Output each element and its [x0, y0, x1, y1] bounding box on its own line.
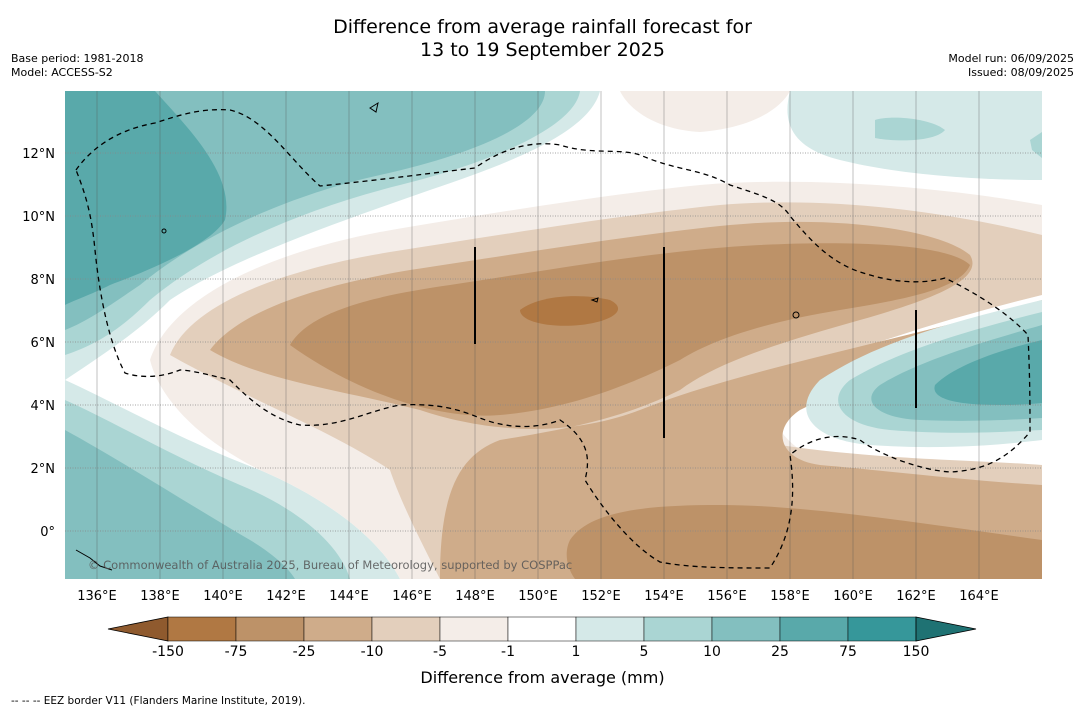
latitude-labels: 12°N 10°N 8°N 6°N 4°N 2°N 0°	[22, 147, 55, 540]
lon-label: 150°E	[518, 589, 558, 604]
colorbar-swatch	[235, 616, 305, 642]
colorbar-swatch	[167, 616, 237, 642]
colorbar-swatch	[847, 616, 917, 642]
contour-green-ne2	[875, 117, 945, 141]
issued-date: Issued: 08/09/2025	[967, 66, 1074, 79]
meta-left: Base period: 1981-2018 Model: ACCESS-S2	[11, 52, 143, 80]
colorbar-label: -25	[292, 644, 316, 660]
colorbar-extend-low	[107, 616, 169, 642]
colorbar-label: 75	[839, 644, 857, 660]
base-period: Base period: 1981-2018	[11, 52, 144, 65]
lat-label: 10°N	[22, 210, 55, 225]
island-outlines	[75, 101, 800, 571]
lon-label: 152°E	[581, 589, 621, 604]
contour-brown-south	[566, 505, 1042, 579]
colorbar-label: 25	[771, 644, 789, 660]
colorbar-label: -10	[360, 644, 384, 660]
colorbar-swatch	[779, 616, 849, 642]
lon-label: 148°E	[455, 589, 495, 604]
contour-fields	[65, 91, 1042, 579]
colorbar-label: 5	[639, 644, 649, 660]
colorbar	[107, 616, 977, 642]
lon-label: 162°E	[896, 589, 936, 604]
lat-label: 0°	[40, 525, 55, 540]
contour-green-east4	[934, 340, 1042, 405]
lon-label: 142°E	[266, 589, 306, 604]
colorbar-label: 1	[571, 644, 581, 660]
gridlines	[65, 152, 1042, 532]
colorbar-swatch	[439, 616, 509, 642]
colorbar-label: -75	[224, 644, 248, 660]
colorbar-label: -1	[501, 644, 515, 660]
lat-label: 2°N	[31, 462, 56, 477]
colorbar-swatch	[575, 616, 645, 642]
map-title-line2: 13 to 19 September 2025	[420, 39, 665, 61]
model-name: Model: ACCESS-S2	[11, 66, 113, 79]
longitude-labels: 136°E 138°E 140°E 142°E 144°E 146°E 148°E 150°E…	[77, 589, 999, 604]
lon-label: 138°E	[140, 589, 180, 604]
colorbar-swatch	[303, 616, 373, 642]
model-run: Model run: 06/09/2025	[948, 52, 1074, 65]
contour-green-ne3	[1030, 132, 1042, 158]
lon-label: 160°E	[833, 589, 873, 604]
colorbar-extend-high	[915, 616, 977, 642]
colorbar-swatch	[507, 616, 577, 642]
eez-border	[75, 109, 1031, 569]
meridians	[96, 91, 980, 579]
colorbar-label: 10	[703, 644, 721, 660]
copyright-text: © Commonwealth of Australia 2025, Bureau…	[88, 558, 573, 572]
lat-label: 12°N	[22, 147, 55, 162]
lat-label: 4°N	[31, 399, 56, 414]
colorbar-swatch	[711, 616, 781, 642]
colorbar-label: -150	[152, 644, 184, 660]
colorbar-title: Difference from average (mm)	[420, 668, 665, 687]
contour-brown-25	[290, 243, 970, 416]
contour-brown-75	[520, 296, 619, 326]
lon-label: 146°E	[392, 589, 432, 604]
eez-footnote: -- -- -- EEZ border V11 (Flanders Marine…	[11, 695, 306, 707]
colorbar-swatch	[371, 616, 441, 642]
lon-label: 140°E	[203, 589, 243, 604]
station-bars	[474, 247, 917, 438]
lon-label: 136°E	[77, 589, 117, 604]
contour-green-75	[65, 91, 227, 305]
meta-right: Model run: 06/09/2025 Issued: 08/09/2025	[948, 52, 1074, 80]
lon-label: 156°E	[707, 589, 747, 604]
map-title-line1: Difference from average rainfall forecas…	[333, 16, 752, 38]
contour-brown-north	[620, 91, 790, 132]
colorbar-swatch	[643, 616, 713, 642]
lat-label: 6°N	[31, 336, 56, 351]
lon-label: 164°E	[959, 589, 999, 604]
colorbar-label: 150	[902, 644, 930, 660]
lat-label: 8°N	[31, 273, 56, 288]
lon-label: 154°E	[644, 589, 684, 604]
lon-label: 158°E	[770, 589, 810, 604]
contour-green-sw3	[65, 430, 295, 579]
lon-label: 144°E	[329, 589, 369, 604]
colorbar-label: -5	[433, 644, 447, 660]
